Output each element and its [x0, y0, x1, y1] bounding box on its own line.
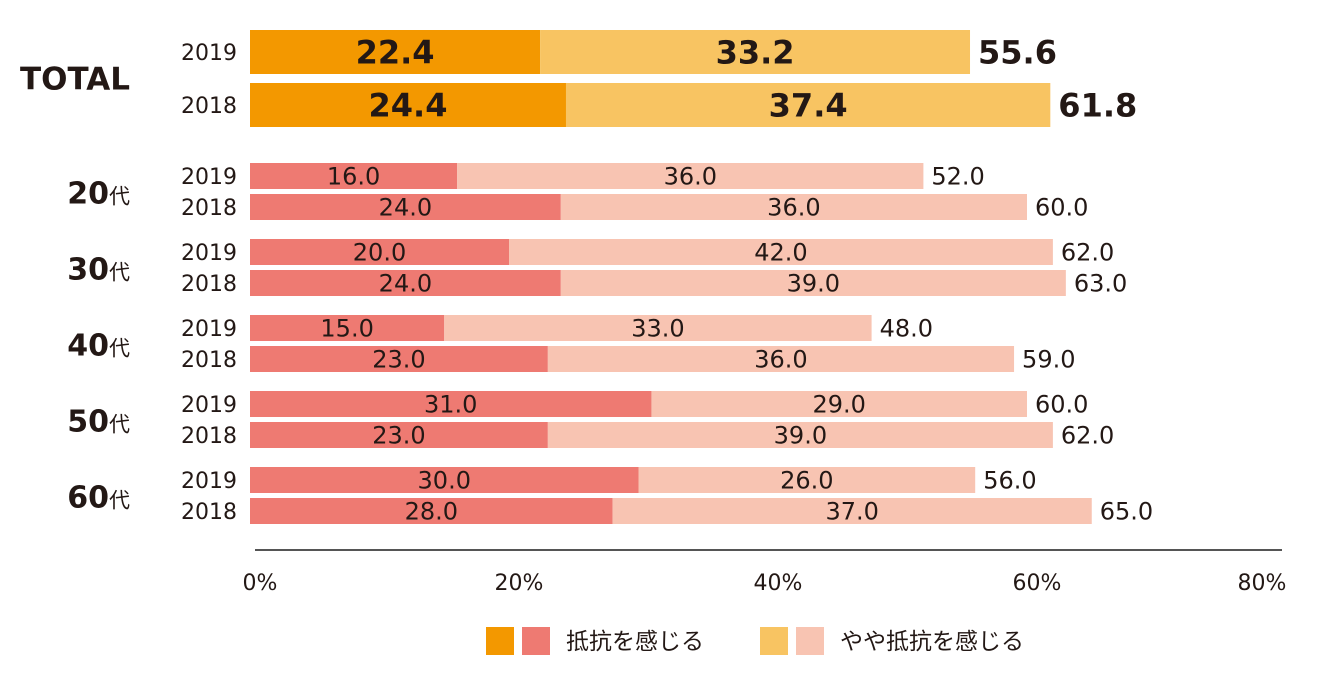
data-label: 23.0: [372, 422, 425, 450]
total-label: 48.0: [880, 315, 933, 343]
bar-segment-light: [651, 391, 1027, 417]
group-label: 60代: [67, 481, 130, 516]
year-label: 2019: [181, 393, 237, 418]
year-label: 2018: [181, 348, 237, 373]
bar-segment-light: [444, 315, 872, 341]
legend-label: 抵抗を感じる: [566, 629, 704, 655]
bar-segment-light: [540, 30, 971, 74]
year-label: 2018: [181, 272, 237, 297]
bar-segment-light: [560, 270, 1066, 296]
bar-segment-strong: [250, 83, 566, 127]
legend-label: やや抵抗を感じる: [840, 629, 1024, 655]
legend: 抵抗を感じる やや抵抗を感じる: [486, 627, 1024, 655]
legend-swatch-total-strong: [486, 627, 514, 655]
data-label: 22.4: [356, 34, 435, 72]
year-label: 2018: [181, 196, 237, 221]
data-label: 37.4: [769, 87, 848, 125]
data-label: 36.0: [767, 194, 820, 222]
legend-swatch-age-strong: [522, 627, 550, 655]
bar-segment-light: [560, 194, 1027, 220]
total-label: 60.0: [1035, 194, 1088, 222]
bar-segment-light: [509, 239, 1053, 265]
data-label: 31.0: [424, 391, 477, 419]
data-label: 33.2: [716, 34, 795, 72]
year-label: 2018: [181, 500, 237, 525]
group-label: 30代: [67, 253, 130, 288]
bar-segment-strong: [250, 315, 445, 341]
bar-segment-strong: [250, 422, 548, 448]
bar-segment-strong: [250, 163, 458, 189]
group-label: 50代: [67, 405, 130, 440]
data-label: 24.0: [379, 270, 432, 298]
group-label: 40代: [67, 329, 130, 364]
data-label: 28.0: [405, 498, 458, 526]
data-label: 36.0: [664, 163, 717, 191]
data-label: 16.0: [327, 163, 380, 191]
bar-segment-light: [547, 422, 1053, 448]
bar-segment-light: [638, 467, 976, 493]
bar-segment-light: [565, 83, 1051, 127]
data-label: 37.0: [825, 498, 878, 526]
data-label: 26.0: [780, 467, 833, 495]
bar-segment-light: [612, 498, 1092, 524]
labels-layer: TOTAL 2019 22.4 33.2 55.6 2018 24.4 37.4 61.8 20代…: [20, 34, 1153, 526]
data-label: 29.0: [813, 391, 866, 419]
x-tick-label: 80%: [1238, 571, 1287, 596]
year-label: 2019: [181, 41, 237, 66]
bar-segment-strong: [250, 391, 652, 417]
bar-segment-strong: [250, 239, 509, 265]
data-label: 33.0: [631, 315, 684, 343]
x-tick-label: 0%: [243, 571, 278, 596]
year-label: 2019: [181, 165, 237, 190]
data-label: 39.0: [774, 422, 827, 450]
total-label: 61.8: [1058, 87, 1137, 125]
bar-segment-strong: [250, 194, 561, 220]
data-label: 24.4: [369, 87, 448, 125]
year-label: 2019: [181, 469, 237, 494]
bar-segment-strong: [250, 346, 548, 372]
total-label: 59.0: [1022, 346, 1075, 374]
bar-segment-strong: [250, 498, 613, 524]
group-label: TOTAL: [20, 62, 130, 98]
legend-swatch-total-light: [760, 627, 788, 655]
bars-layer: [250, 30, 1092, 524]
data-label: 39.0: [787, 270, 840, 298]
total-label: 56.0: [983, 467, 1036, 495]
x-tick-label: 20%: [495, 571, 544, 596]
year-label: 2019: [181, 317, 237, 342]
year-label: 2018: [181, 424, 237, 449]
total-label: 65.0: [1100, 498, 1153, 526]
total-label: 60.0: [1035, 391, 1088, 419]
group-label: 20代: [67, 177, 130, 212]
data-label: 30.0: [418, 467, 471, 495]
data-label: 20.0: [353, 239, 406, 267]
total-label: 62.0: [1061, 239, 1114, 267]
total-label: 62.0: [1061, 422, 1114, 450]
bar-segment-strong: [250, 467, 639, 493]
bar-segment-light: [547, 346, 1015, 372]
x-axis: 0% 20% 40% 60% 80%: [243, 549, 1287, 596]
legend-swatch-age-light: [796, 627, 824, 655]
total-label: 52.0: [931, 163, 984, 191]
data-label: 15.0: [320, 315, 373, 343]
total-label: 55.6: [978, 34, 1057, 72]
data-label: 36.0: [754, 346, 807, 374]
data-label: 24.0: [379, 194, 432, 222]
x-tick-label: 60%: [1013, 571, 1062, 596]
year-label: 2018: [181, 94, 237, 119]
total-label: 63.0: [1074, 270, 1127, 298]
bar-segment-light: [457, 163, 924, 189]
data-label: 42.0: [754, 239, 807, 267]
x-tick-label: 40%: [754, 571, 803, 596]
bar-segment-strong: [250, 270, 561, 296]
bar-segment-strong: [250, 30, 541, 74]
year-label: 2019: [181, 241, 237, 266]
data-label: 23.0: [372, 346, 425, 374]
